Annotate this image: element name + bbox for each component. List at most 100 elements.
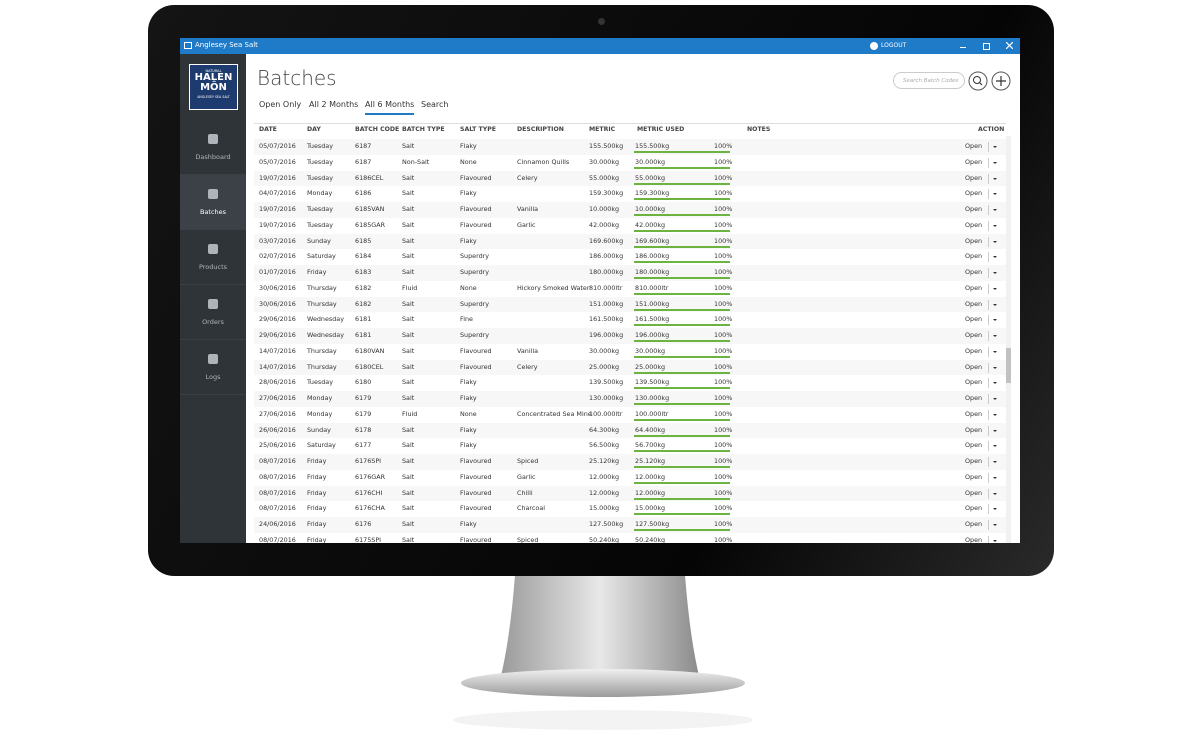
close-button[interactable] xyxy=(1006,42,1013,49)
action-dropdown[interactable] xyxy=(988,189,999,200)
action-dropdown[interactable] xyxy=(988,331,999,342)
open-button[interactable]: Open xyxy=(965,488,983,497)
open-button[interactable]: Open xyxy=(965,394,983,403)
tab[interactable]: Open Only xyxy=(259,100,302,109)
open-button[interactable]: Open xyxy=(965,362,983,371)
dropdown-caret xyxy=(993,524,997,527)
tab[interactable]: All 2 Months xyxy=(309,100,359,109)
tab[interactable]: Search xyxy=(421,100,449,109)
maximize-button[interactable] xyxy=(983,43,990,50)
open-button[interactable]: Open xyxy=(965,346,983,355)
table-row xyxy=(254,280,1006,297)
action-dropdown[interactable] xyxy=(988,220,999,231)
logo-text: MÔN xyxy=(200,82,227,93)
action-dropdown[interactable] xyxy=(988,157,999,168)
cell: 139.500kg xyxy=(635,378,670,387)
open-button[interactable]: Open xyxy=(965,315,983,324)
open-button[interactable]: Open xyxy=(965,142,983,150)
column-header: METRIC USED xyxy=(637,126,685,133)
action-dropdown[interactable] xyxy=(988,409,999,420)
action-dropdown[interactable] xyxy=(988,536,999,543)
action-dropdown[interactable] xyxy=(988,441,999,452)
cell: Celery xyxy=(517,362,538,371)
cell: Salt xyxy=(402,299,415,308)
minimize-button[interactable] xyxy=(960,47,966,48)
action-dropdown[interactable] xyxy=(988,425,999,436)
open-button[interactable]: Open xyxy=(965,441,983,450)
cell: 100.000ltr xyxy=(589,409,623,418)
search-input[interactable]: Search Batch Codes xyxy=(893,72,965,89)
open-button[interactable]: Open xyxy=(965,472,983,481)
open-button[interactable]: Open xyxy=(965,536,983,543)
action-dropdown[interactable] xyxy=(988,520,999,531)
logo-text: HALEN xyxy=(194,72,233,83)
logout-button[interactable]: LOGOUT xyxy=(881,42,907,49)
action-dropdown[interactable] xyxy=(988,142,999,152)
open-button[interactable]: Open xyxy=(965,252,983,261)
cell: Flaky xyxy=(460,394,477,403)
cell: Garlic xyxy=(517,220,536,229)
cell: 6187 xyxy=(355,142,372,150)
action-dropdown[interactable] xyxy=(988,299,999,310)
dropdown-caret xyxy=(993,492,997,495)
app-icon xyxy=(184,42,192,49)
open-button[interactable]: Open xyxy=(965,378,983,387)
action-dropdown[interactable] xyxy=(988,346,999,357)
action-dropdown[interactable] xyxy=(988,283,999,294)
nav-item[interactable]: Products xyxy=(180,230,246,285)
open-button[interactable]: Open xyxy=(965,457,983,466)
action-dropdown[interactable] xyxy=(988,252,999,263)
action-dropdown[interactable] xyxy=(988,315,999,326)
cell: 6187 xyxy=(355,157,372,166)
cell: Superdry xyxy=(460,299,490,308)
table-row xyxy=(254,469,1006,486)
cell: None xyxy=(460,157,477,166)
action-dropdown[interactable] xyxy=(988,236,999,247)
action-dropdown[interactable] xyxy=(988,488,999,499)
action-dropdown[interactable] xyxy=(988,394,999,405)
cell: 155.500kg xyxy=(635,142,670,150)
search-button[interactable] xyxy=(968,71,988,91)
usage-bar xyxy=(634,529,730,532)
action-dropdown[interactable] xyxy=(988,173,999,184)
cell: 64.300kg xyxy=(589,425,620,434)
action-dropdown[interactable] xyxy=(988,472,999,483)
open-button[interactable]: Open xyxy=(965,299,983,308)
nav-item[interactable]: Batches xyxy=(180,175,246,230)
nav-item[interactable]: Logs xyxy=(180,340,246,395)
cell: 15.000kg xyxy=(635,504,666,513)
open-button[interactable]: Open xyxy=(965,504,983,513)
action-dropdown[interactable] xyxy=(988,205,999,216)
open-button[interactable]: Open xyxy=(965,409,983,418)
cell: 6186 xyxy=(355,189,372,198)
action-dropdown[interactable] xyxy=(988,457,999,468)
open-button[interactable]: Open xyxy=(965,220,983,229)
open-button[interactable]: Open xyxy=(965,205,983,214)
open-button[interactable]: Open xyxy=(965,520,983,529)
open-button[interactable]: Open xyxy=(965,268,983,277)
open-button[interactable]: Open xyxy=(965,331,983,340)
action-dropdown[interactable] xyxy=(988,378,999,389)
open-button[interactable]: Open xyxy=(965,189,983,198)
cell: Saturday xyxy=(307,252,336,261)
nav-item[interactable]: Dashboard xyxy=(180,120,246,175)
open-button[interactable]: Open xyxy=(965,157,983,166)
action-dropdown[interactable] xyxy=(988,504,999,515)
open-button[interactable]: Open xyxy=(965,425,983,434)
table-row xyxy=(254,533,1006,543)
table-row xyxy=(254,391,1006,407)
nav-item[interactable]: Orders xyxy=(180,285,246,340)
action-dropdown[interactable] xyxy=(988,362,999,373)
action-dropdown[interactable] xyxy=(988,268,999,279)
open-button[interactable]: Open xyxy=(965,283,983,292)
scrollbar-thumb[interactable] xyxy=(1006,348,1011,383)
cell: 24/06/2016 xyxy=(259,520,296,529)
cell: 100% xyxy=(714,299,733,308)
tab[interactable]: All 6 Months xyxy=(365,100,415,115)
open-button[interactable]: Open xyxy=(965,236,983,245)
open-button[interactable]: Open xyxy=(965,173,983,182)
cell: 10.000kg xyxy=(589,205,620,214)
cell: 42.000kg xyxy=(589,220,620,229)
camera xyxy=(598,18,605,25)
